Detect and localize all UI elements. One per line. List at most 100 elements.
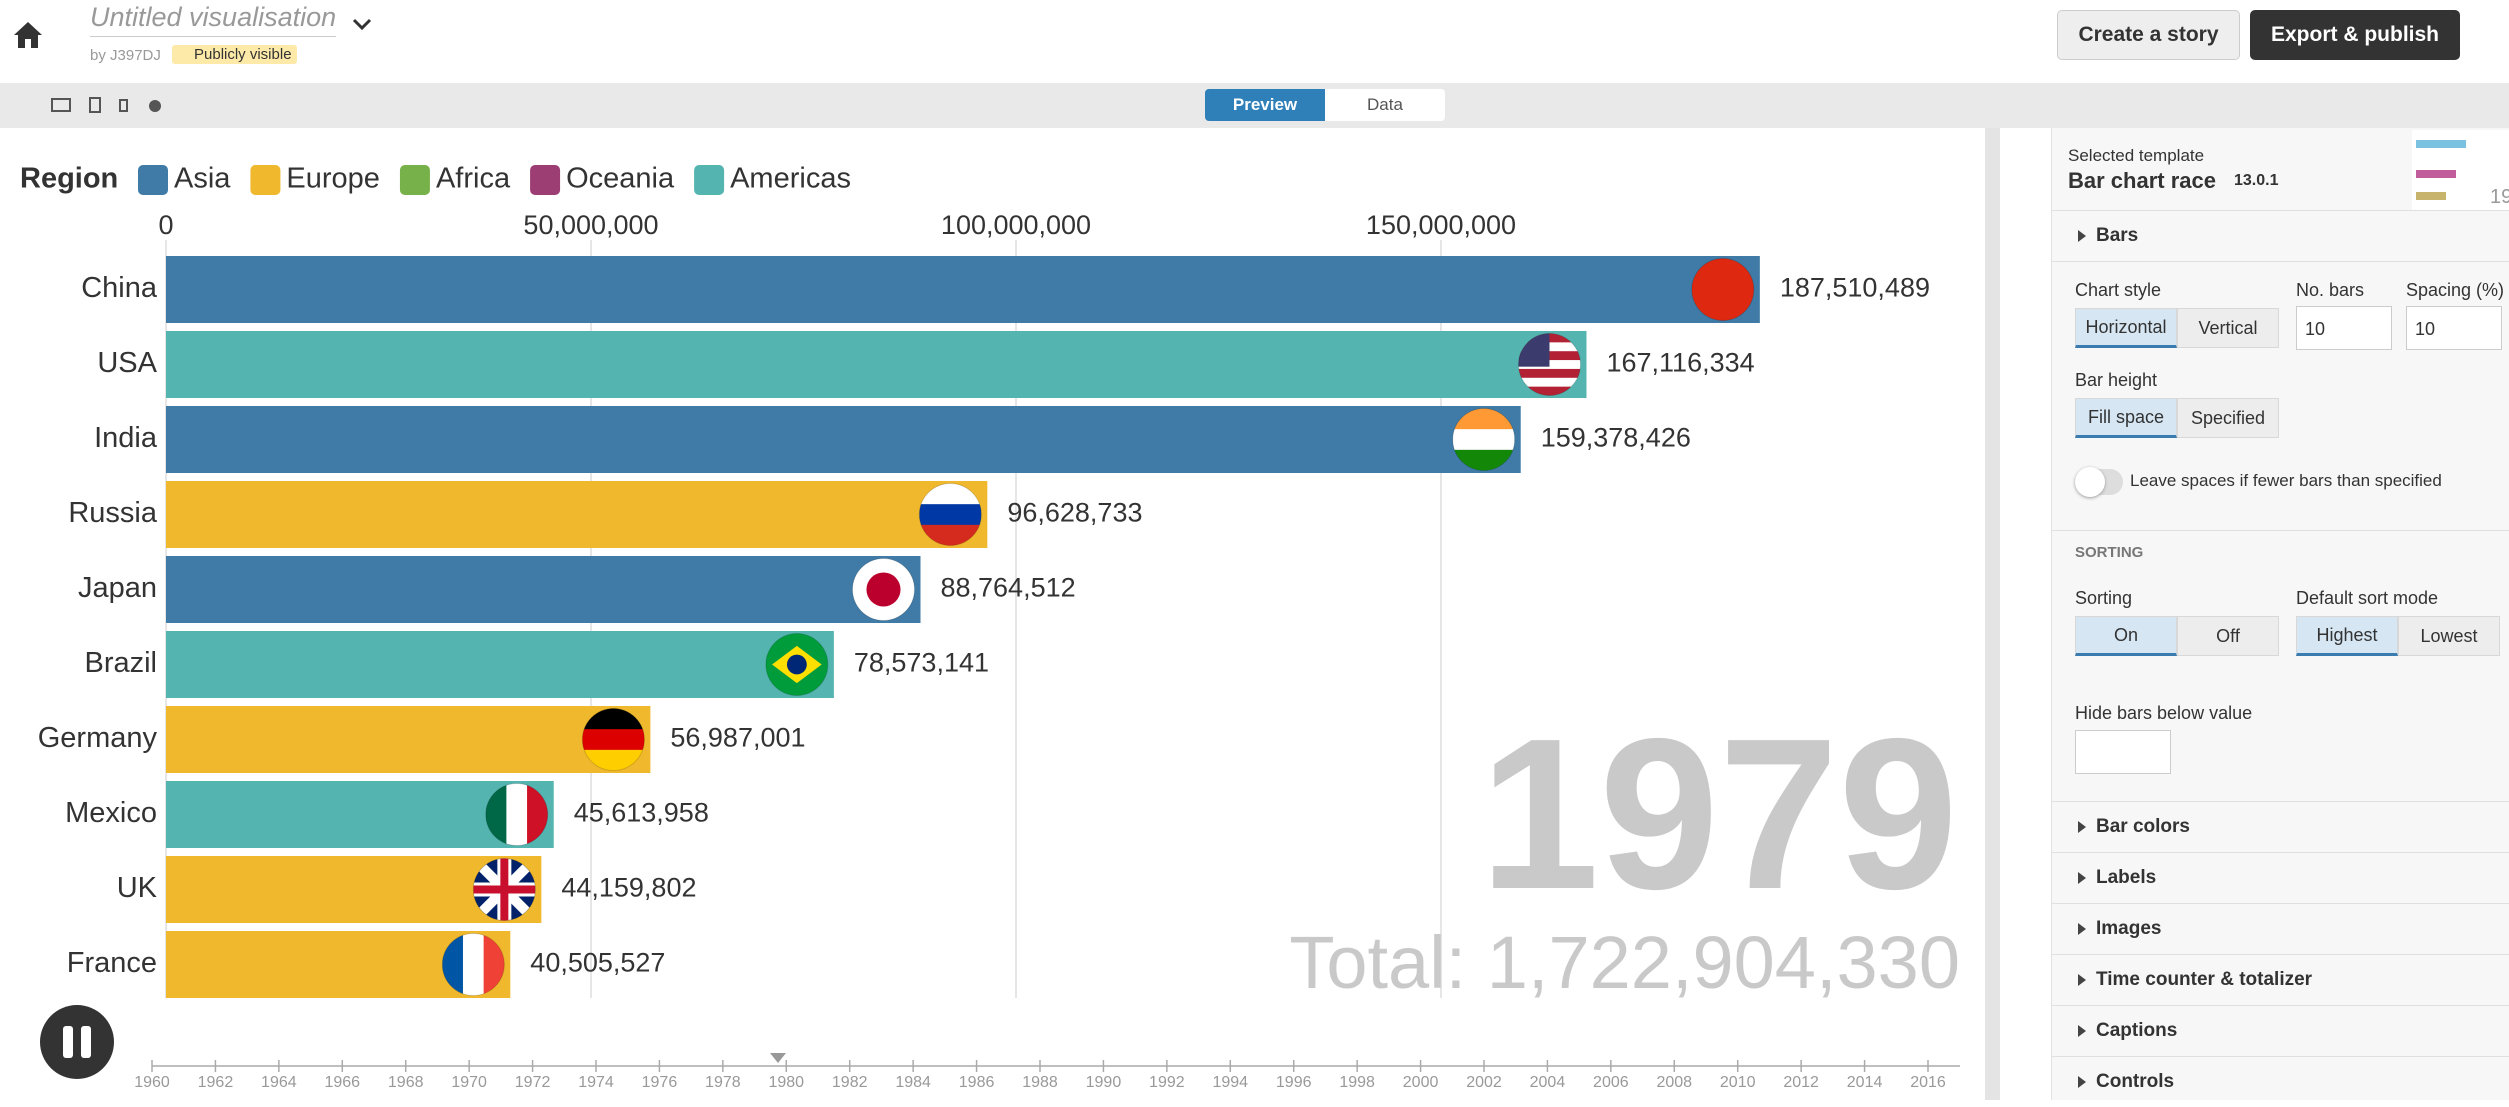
dropdown[interactable]: [350, 14, 374, 34]
x-tick-label: 150,000,000: [1366, 210, 1516, 240]
scrollbar: [1985, 128, 2000, 1100]
flag-stripe: [1691, 258, 1754, 321]
flag: [442, 933, 505, 996]
view-icons[interactable]: [0, 95, 170, 117]
option[interactable]: Specified: [2177, 398, 2279, 438]
vis-title[interactable]: Untitled visualisation: [90, 2, 337, 37]
timeline-label: 1992: [1149, 1074, 1185, 1091]
value-label: 187,510,489: [1780, 273, 1930, 303]
flag: [1452, 408, 1515, 471]
category-label: USA: [97, 347, 157, 379]
template-thumb: 19: [2412, 130, 2509, 210]
create-story[interactable]: Create a story: [2057, 10, 2240, 60]
option[interactable]: Horizontal: [2075, 308, 2177, 348]
category-label: UK: [117, 872, 158, 904]
field-label: Bar height: [2075, 370, 2158, 390]
timeline-label: 1990: [1086, 1074, 1122, 1091]
bar: [166, 706, 651, 773]
legend-swatch: [694, 165, 725, 195]
top-bar: Untitled visualisation by J397DJ Publicl…: [0, 0, 2509, 84]
timeline-label: 1986: [959, 1074, 995, 1091]
input[interactable]: 10: [2406, 306, 2502, 350]
value-label: 78,573,141: [854, 648, 989, 678]
timeline-label: 1972: [515, 1074, 551, 1091]
flag-border: [918, 483, 982, 546]
flag-stripe: [506, 783, 528, 846]
timeline-label: 1968: [388, 1074, 424, 1091]
category-label: China: [81, 272, 158, 304]
option[interactable]: Vertical: [2177, 308, 2279, 348]
toggle-label: Leave spaces if fewer bars than specifie…: [2130, 471, 2442, 490]
legend-label: Oceania: [566, 163, 675, 195]
section[interactable]: Bar colors: [2052, 801, 2509, 852]
toggle[interactable]: [2075, 467, 2123, 497]
flag-stripe: [1518, 386, 1581, 396]
field-label: Hide bars below value: [2075, 703, 2253, 723]
timeline-label: 1994: [1212, 1074, 1248, 1091]
flag-cross: [473, 858, 536, 921]
input[interactable]: [2075, 730, 2171, 774]
chart: Region Asia Europe Africa Oceania Americas 0 5…: [20, 163, 1960, 1091]
timeline-label: 2006: [1593, 1074, 1629, 1091]
legend-swatch: [250, 165, 281, 195]
section-bars[interactable]: Bars: [2052, 210, 2509, 261]
timeline-label: 1982: [832, 1074, 868, 1091]
timeline-label: 1988: [1022, 1074, 1058, 1091]
play-button[interactable]: [40, 1005, 114, 1079]
section[interactable]: Images: [2052, 903, 2509, 954]
flag-stripe: [483, 933, 505, 996]
timeline-label: 1960: [134, 1074, 170, 1091]
flag-stripe: [462, 933, 485, 996]
data-tab[interactable]: Data: [1325, 89, 1445, 121]
timeline-label: 1976: [642, 1074, 678, 1091]
flag: [852, 558, 915, 621]
preview-tab[interactable]: Preview: [1205, 89, 1325, 121]
thumb-text: 19: [2490, 186, 2509, 208]
option[interactable]: Lowest: [2398, 616, 2500, 656]
x-tick-label: 100,000,000: [941, 210, 1091, 240]
flag-border: [472, 858, 536, 921]
flag-border: [1517, 333, 1581, 396]
home-icon[interactable]: [12, 20, 44, 50]
bar: [166, 256, 1760, 323]
flag-border: [1452, 408, 1516, 471]
timeline-handle[interactable]: [770, 1053, 786, 1063]
section[interactable]: Time counter & totalizer: [2052, 954, 2509, 1005]
template-version: 13.0.1: [2234, 172, 2279, 189]
category-label: India: [94, 422, 158, 454]
timeline-label: 1964: [261, 1074, 297, 1091]
category-label: France: [67, 947, 157, 979]
timeline-label: 1966: [324, 1074, 360, 1091]
flag: [919, 483, 982, 546]
timeline-label: 2008: [1656, 1074, 1692, 1091]
field-label: Chart style: [2075, 280, 2162, 300]
option[interactable]: Highest: [2296, 616, 2398, 656]
section[interactable]: Captions: [2052, 1005, 2509, 1056]
input[interactable]: 10: [2296, 306, 2392, 350]
template-label: Selected template: [2068, 146, 2205, 165]
section[interactable]: Labels: [2052, 852, 2509, 903]
section[interactable]: Controls: [2052, 1056, 2509, 1107]
flag: [473, 858, 536, 921]
flag-dot: [786, 654, 807, 675]
pause-bar: [63, 1026, 73, 1058]
pause-bar: [81, 1026, 91, 1058]
timeline-label: 2010: [1720, 1074, 1756, 1091]
timeline-label: 1962: [198, 1074, 234, 1091]
flag: [765, 633, 828, 696]
flag-stripe: [1452, 408, 1515, 430]
visibility-badge: Publicly visible: [172, 45, 297, 64]
flag-stripe: [919, 504, 982, 526]
option[interactable]: On: [2075, 616, 2177, 656]
subheading: SORTING: [2075, 544, 2144, 561]
export-publish[interactable]: Export & publish: [2250, 10, 2460, 60]
legend-swatch: [399, 165, 430, 195]
timeline-label: 2016: [1910, 1074, 1946, 1091]
option[interactable]: Off: [2177, 616, 2279, 656]
category-label: Brazil: [84, 647, 157, 679]
timeline-label: 1980: [768, 1074, 804, 1091]
flag-border: [1691, 258, 1755, 321]
option[interactable]: Fill space: [2075, 398, 2177, 438]
category-label: Russia: [68, 497, 158, 529]
